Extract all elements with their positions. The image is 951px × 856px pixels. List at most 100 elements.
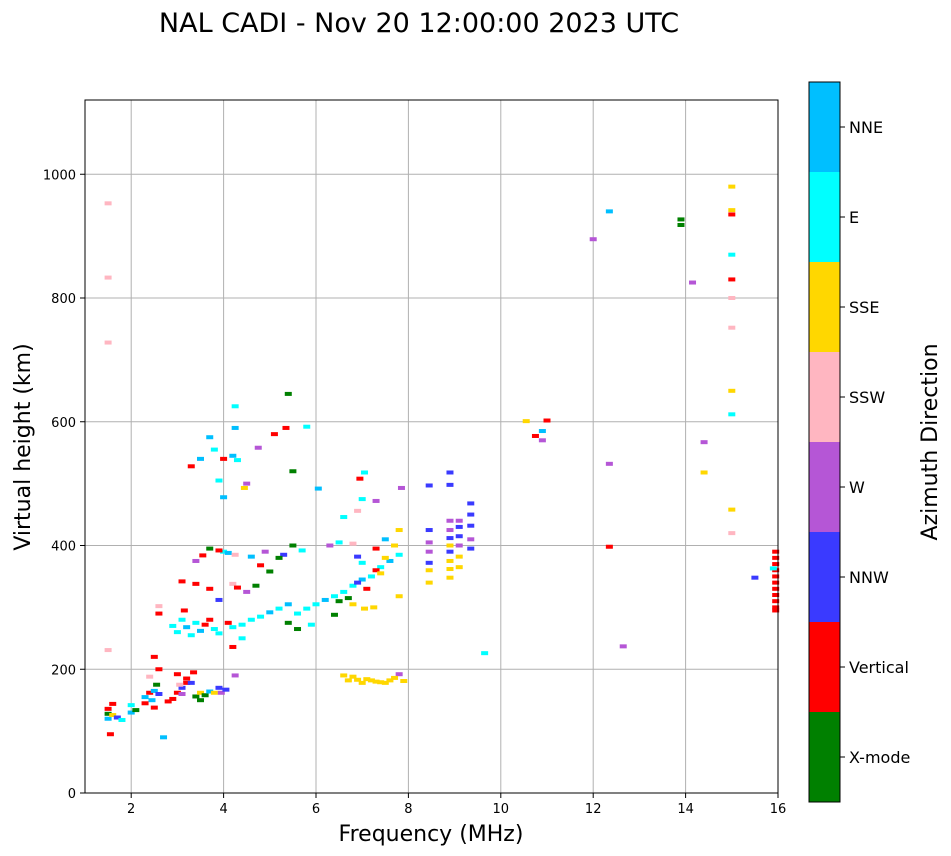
echo-point	[104, 201, 112, 206]
echo-point	[180, 608, 188, 613]
echo-point	[772, 599, 780, 604]
echo-point	[349, 583, 357, 588]
echo-point	[467, 537, 475, 542]
echo-point	[689, 280, 697, 285]
echo-point	[176, 682, 184, 687]
echo-point	[538, 438, 546, 443]
echo-point	[467, 523, 475, 528]
colorbar-category-label: SSE	[849, 298, 879, 317]
echo-point	[446, 567, 454, 572]
echo-point	[605, 544, 613, 549]
echo-point	[104, 716, 112, 721]
echo-point	[446, 536, 454, 541]
echo-point	[349, 541, 357, 546]
x-tick-label: 4	[219, 802, 227, 817]
echo-point	[173, 690, 181, 695]
echo-point	[769, 566, 777, 571]
echo-point	[127, 703, 135, 708]
colorbar-segment	[809, 532, 840, 622]
echo-point	[372, 498, 380, 503]
echo-point	[132, 708, 140, 713]
echo-point	[751, 575, 759, 580]
echo-point	[146, 690, 154, 695]
echo-point	[155, 692, 163, 696]
echo-point	[192, 558, 200, 563]
echo-point	[349, 602, 357, 607]
echo-point	[183, 676, 191, 681]
echo-point	[467, 512, 475, 517]
echo-point	[201, 693, 209, 698]
colorbar-category-label: SSW	[849, 388, 885, 407]
echo-point	[252, 583, 260, 588]
echo-point	[372, 568, 380, 573]
echo-point	[289, 469, 297, 474]
echo-point	[728, 325, 736, 330]
echo-point	[303, 606, 311, 611]
echo-point	[229, 453, 237, 458]
echo-point	[141, 695, 149, 700]
echo-point	[728, 412, 736, 417]
echo-point	[220, 495, 228, 500]
echo-point	[294, 627, 302, 632]
echo-point	[455, 524, 463, 529]
x-axis-label: Frequency (MHz)	[339, 822, 524, 847]
echo-point	[358, 497, 366, 502]
echo-point	[455, 543, 463, 548]
echo-point	[354, 677, 362, 682]
echo-point	[361, 606, 369, 611]
echo-point	[381, 537, 389, 542]
echo-point	[386, 558, 394, 563]
echo-point	[340, 673, 348, 678]
echo-point	[153, 682, 161, 687]
echo-point	[349, 674, 357, 679]
echo-point	[187, 633, 195, 638]
echo-point	[772, 608, 780, 613]
echo-point	[455, 534, 463, 539]
echo-point	[356, 476, 364, 481]
echo-point	[728, 252, 736, 257]
echo-point	[395, 528, 403, 533]
echo-point	[363, 586, 371, 591]
echo-point	[164, 699, 172, 704]
grid	[85, 100, 779, 794]
colorbar-segment	[809, 262, 840, 352]
echo-point	[326, 543, 334, 548]
echo-point	[377, 571, 385, 576]
echo-point	[141, 701, 149, 706]
echo-point	[280, 552, 288, 557]
echo-point	[215, 548, 223, 553]
echo-point	[215, 478, 223, 483]
echo-point	[340, 515, 348, 520]
echo-point	[728, 212, 736, 217]
echo-point	[677, 222, 685, 227]
echo-point	[467, 546, 475, 551]
echo-point	[728, 531, 736, 536]
echo-point	[104, 340, 112, 345]
echo-point	[303, 424, 311, 429]
echo-point	[321, 597, 329, 602]
echo-point	[391, 543, 399, 548]
echo-point	[220, 549, 228, 554]
echo-point	[395, 594, 403, 599]
plot-area: 2 4 6 8 10 12 14 16 0 200 400 600 800 1000	[43, 99, 786, 817]
echo-point	[275, 555, 283, 560]
colorbar-frame	[808, 81, 841, 803]
echo-point	[354, 554, 362, 559]
y-tick-label: 0	[68, 787, 76, 802]
echo-point	[275, 606, 283, 611]
echo-point	[127, 710, 135, 715]
echo-point	[425, 528, 433, 533]
echo-point	[215, 597, 223, 602]
echo-point	[372, 679, 380, 684]
x-tick-label: 12	[585, 802, 602, 817]
echo-point	[169, 696, 177, 701]
echo-point	[187, 680, 195, 685]
echo-point	[150, 688, 158, 693]
colorbar-category-label: W	[849, 478, 865, 497]
echo-point	[231, 552, 239, 557]
echo-point	[261, 549, 269, 554]
x-tick-label: 2	[127, 802, 135, 817]
echo-point	[307, 622, 315, 627]
echo-point	[728, 208, 736, 213]
